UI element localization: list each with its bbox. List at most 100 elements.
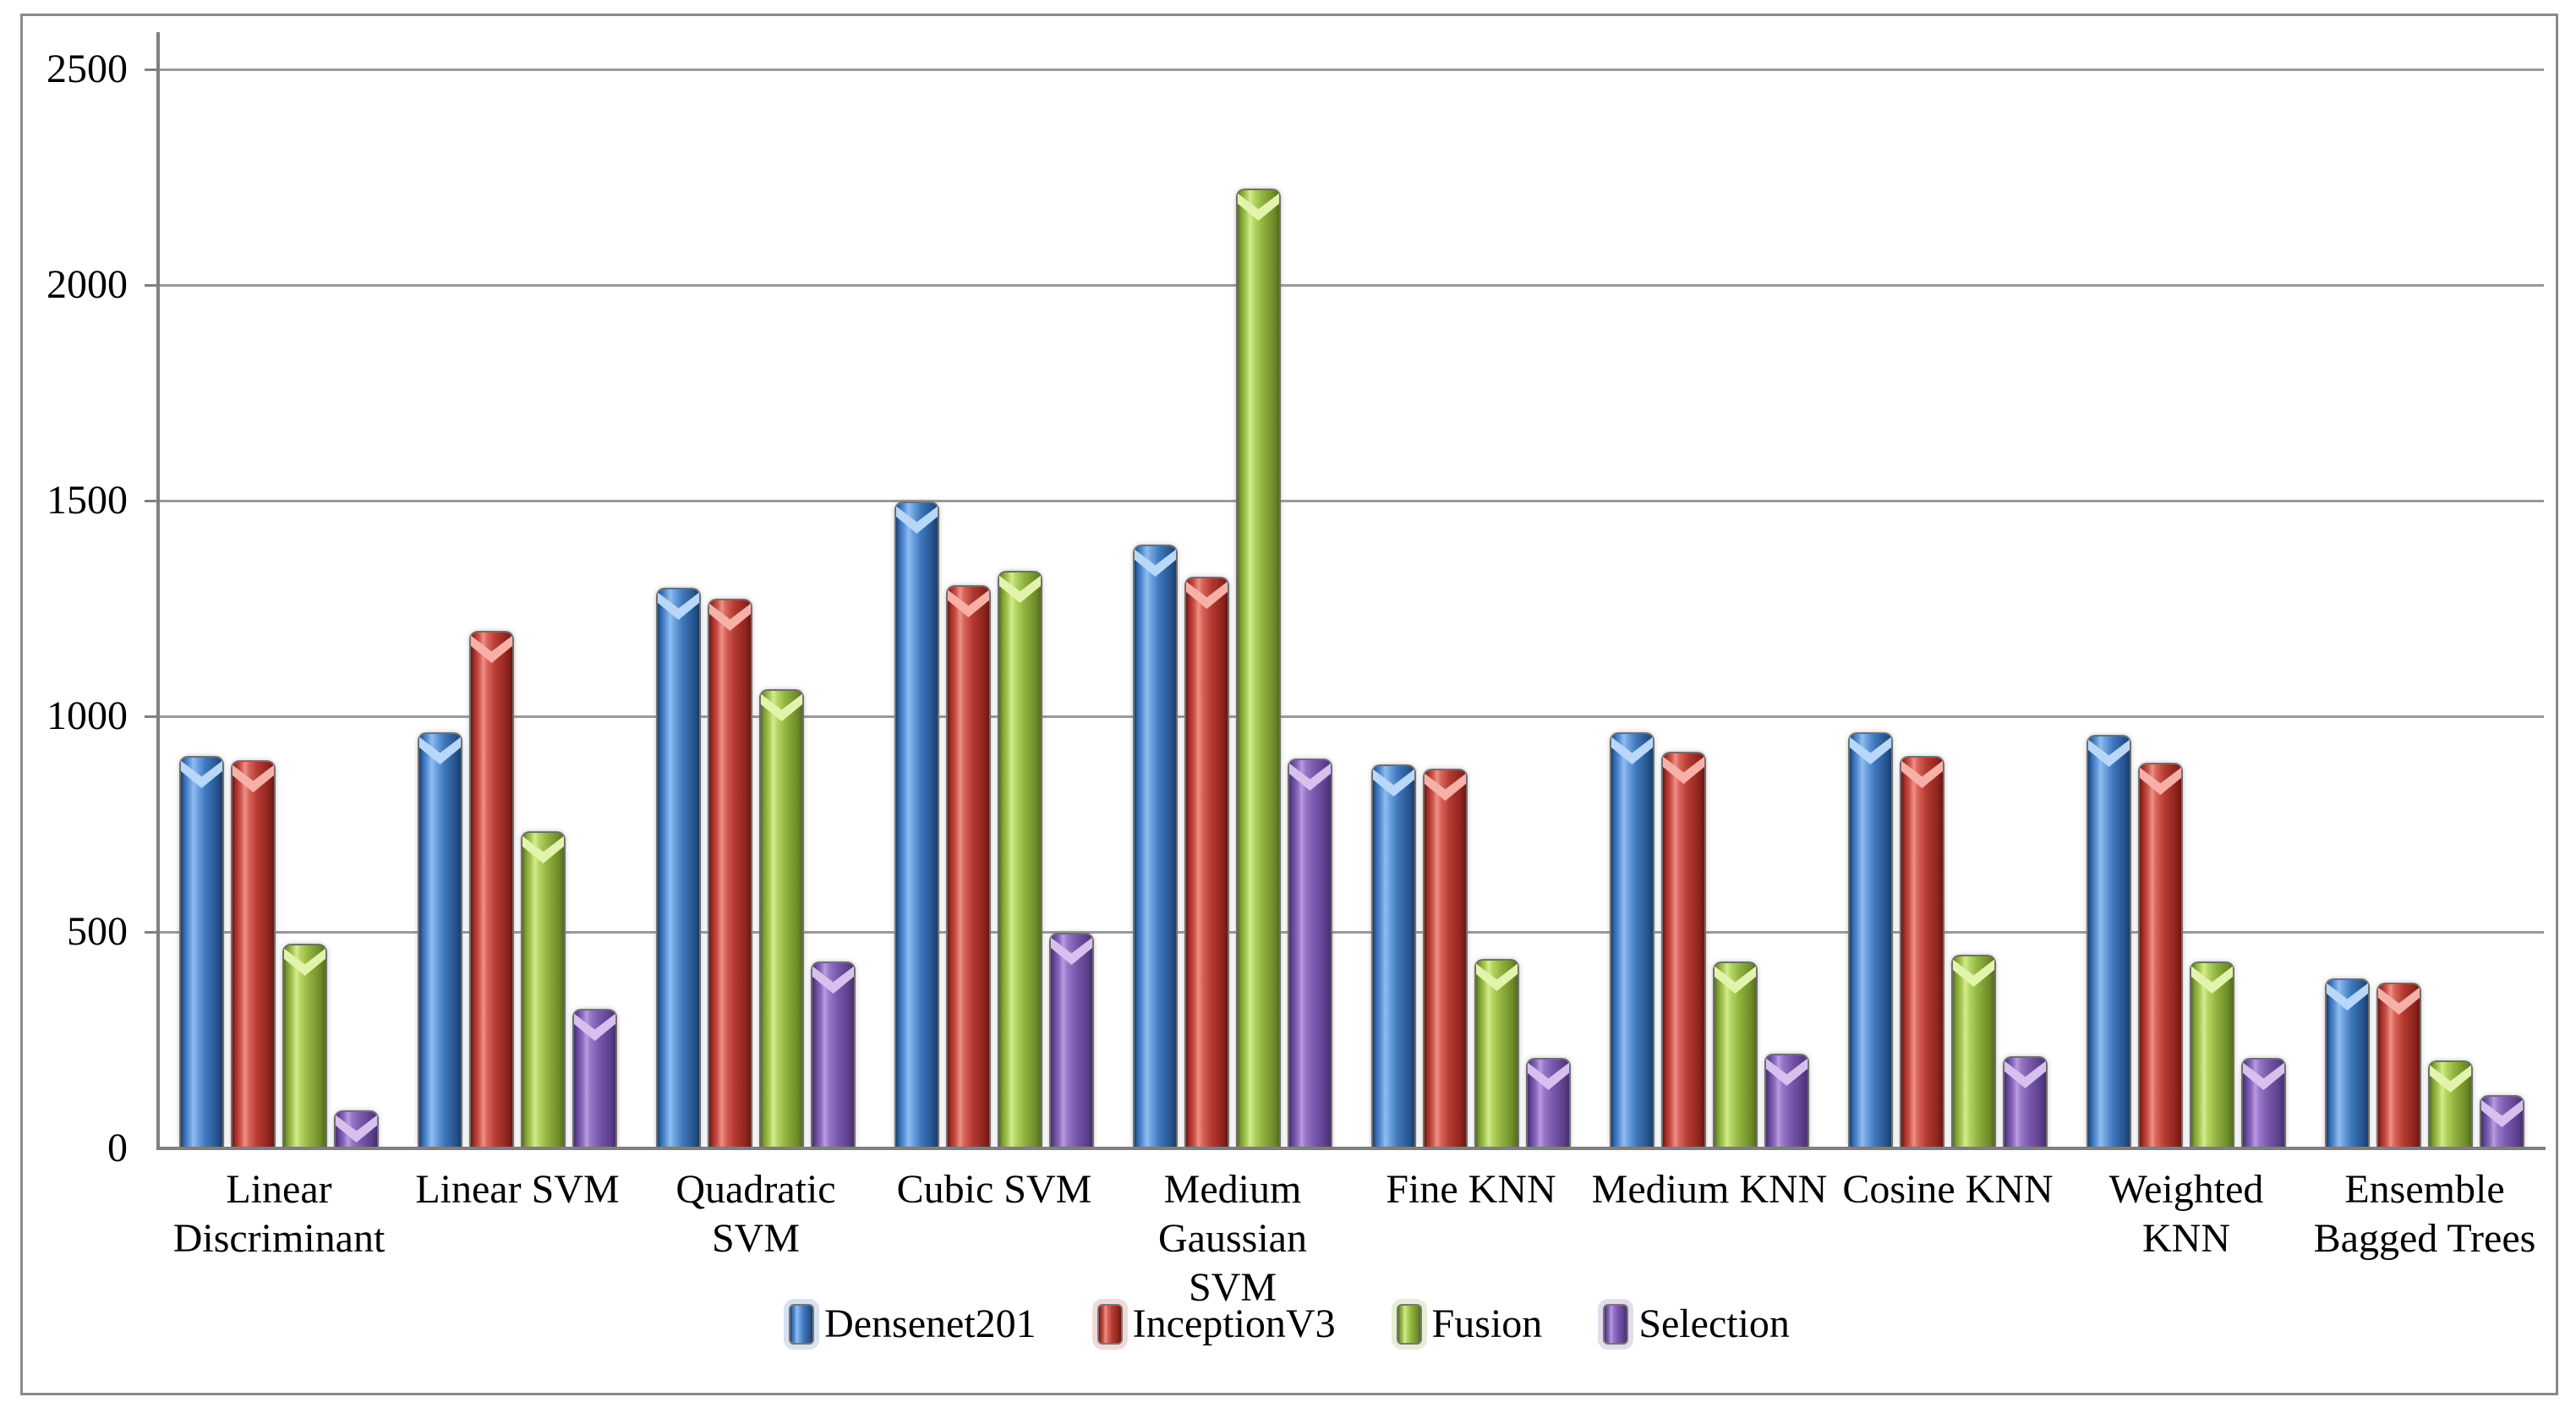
bar-inceptionv3-4: [946, 585, 991, 1147]
bar-fusion-3: [759, 689, 804, 1147]
y-axis-line: [156, 32, 160, 1150]
bar-densenet201-3: [656, 588, 701, 1147]
bar-group-linear-svm: [398, 32, 637, 1147]
bar-fusion-2: [521, 831, 566, 1147]
bar-top-highlight: [471, 635, 512, 663]
bar-selection-7: [1764, 1054, 1809, 1147]
bar-inceptionv3-7: [1661, 752, 1706, 1147]
bar-top-highlight: [2088, 739, 2130, 767]
bar-top-highlight: [232, 764, 274, 792]
bar-top-highlight: [1953, 959, 1994, 987]
bar-top-highlight: [2481, 1099, 2523, 1127]
bar-densenet201-1: [179, 756, 224, 1147]
bar-top-highlight: [1186, 581, 1228, 609]
plot-area: [160, 32, 2544, 1147]
bar-top-highlight: [2140, 767, 2181, 795]
bar-top-highlight: [1611, 737, 1653, 764]
gridline: [160, 715, 2544, 718]
legend-marker-fusion: [1396, 1303, 1422, 1345]
bar-top-highlight: [574, 1013, 615, 1041]
bar-fusion-7: [1713, 961, 1758, 1147]
bar-densenet201-10: [2325, 978, 2370, 1147]
bar-fusion-9: [2190, 961, 2234, 1147]
category-label-cosine-knn: Cosine KNN: [1842, 1167, 2054, 1212]
bar-top-highlight: [2243, 1062, 2284, 1090]
bar-selection-9: [2241, 1058, 2286, 1147]
legend-marker-inceptionv3: [1097, 1303, 1123, 1345]
category-label-quadratic-svm: Quadratic SVM: [675, 1167, 836, 1261]
bar-fusion-5: [1236, 189, 1281, 1147]
bar-selection-4: [1049, 933, 1094, 1147]
y-axis-label: 2500: [46, 47, 128, 91]
category-label-fine-knn: Fine KNN: [1386, 1167, 1556, 1212]
bar-fusion-1: [282, 944, 327, 1147]
gridline: [160, 500, 2544, 502]
bar-inceptionv3-1: [231, 760, 276, 1147]
bar-top-highlight: [1528, 1062, 1569, 1090]
bar-top-highlight: [2378, 987, 2420, 1015]
bar-top-highlight: [2327, 983, 2368, 1011]
bar-fusion-8: [1951, 955, 1996, 1147]
bar-top-highlight: [419, 737, 461, 764]
bar-top-highlight: [1051, 937, 1092, 965]
bar-selection-6: [1526, 1058, 1571, 1147]
bar-top-highlight: [1289, 763, 1331, 791]
bar-top-highlight: [1766, 1058, 1808, 1086]
y-axis-label: 1500: [46, 478, 128, 523]
bar-selection-10: [2480, 1095, 2524, 1147]
bar-inceptionv3-8: [1900, 756, 1944, 1147]
bar-top-highlight: [658, 592, 699, 620]
bar-top-highlight: [1476, 963, 1518, 991]
legend-label: Densenet201: [824, 1301, 1036, 1346]
legend: Densenet201 InceptionV3 Fusion Selection: [23, 1301, 2556, 1347]
x-axis-category-labels: Linear Discriminant Linear SVM Quadratic S…: [160, 1165, 2544, 1312]
category-label-ensemble-bagged-trees: Ensemble Bagged Trees: [2313, 1167, 2536, 1261]
bar-top-highlight: [522, 835, 564, 863]
bar-top-highlight: [2430, 1065, 2471, 1093]
category-label-cubic-svm: Cubic SVM: [896, 1167, 1092, 1212]
category-label-linear-discriminant: Linear Discriminant: [172, 1167, 386, 1261]
y-axis-label: 2000: [46, 262, 128, 307]
bar-fusion-4: [998, 571, 1042, 1147]
y-axis-tick: [145, 715, 156, 718]
legend-label: InceptionV3: [1132, 1301, 1336, 1346]
legend-label: Selection: [1638, 1301, 1790, 1346]
bar-densenet201-4: [894, 501, 939, 1147]
bar-inceptionv3-5: [1184, 577, 1229, 1147]
bar-selection-5: [1288, 759, 1332, 1147]
bar-top-highlight: [1663, 756, 1704, 784]
bar-densenet201-2: [418, 732, 462, 1147]
bar-top-highlight: [1901, 760, 1943, 788]
legend-label: Fusion: [1431, 1301, 1543, 1346]
bar-top-highlight: [948, 589, 989, 617]
bar-group-medium-knn: [1590, 32, 1829, 1147]
bar-densenet201-5: [1133, 545, 1178, 1147]
category-label-weighted-knn: Weighted KNN: [2108, 1167, 2264, 1261]
y-axis-tick: [145, 500, 156, 502]
chart-frame: 2500 2000 1500 1000 500 0 Linear Discriminant…: [20, 14, 2558, 1395]
legend-item-fusion: Fusion: [1396, 1301, 1543, 1347]
bar-densenet201-9: [2087, 735, 2131, 1147]
gridline: [160, 931, 2544, 934]
bar-inceptionv3-10: [2376, 983, 2421, 1147]
gridline: [160, 284, 2544, 287]
bar-top-highlight: [1238, 193, 1279, 221]
bar-top-highlight: [999, 575, 1041, 603]
bar-top-highlight: [812, 966, 854, 994]
bar-group-cubic-svm: [875, 32, 1113, 1147]
bar-selection-8: [2003, 1056, 2048, 1147]
bar-inceptionv3-6: [1423, 769, 1468, 1147]
bar-top-highlight: [1850, 737, 1891, 764]
bar-group-quadratic-svm: [637, 32, 875, 1147]
bar-top-highlight: [336, 1115, 377, 1142]
bar-group-cosine-knn: [1829, 32, 2067, 1147]
legend-item-selection: Selection: [1603, 1301, 1790, 1347]
bar-densenet201-8: [1848, 732, 1893, 1147]
y-axis-label: 0: [107, 1126, 128, 1170]
bar-top-highlight: [181, 760, 222, 788]
legend-item-inceptionv3: InceptionV3: [1097, 1301, 1336, 1347]
legend-marker-densenet201: [789, 1303, 815, 1345]
y-axis-tick: [145, 931, 156, 934]
y-axis-label: 500: [67, 909, 128, 954]
y-axis-tick: [145, 284, 156, 287]
